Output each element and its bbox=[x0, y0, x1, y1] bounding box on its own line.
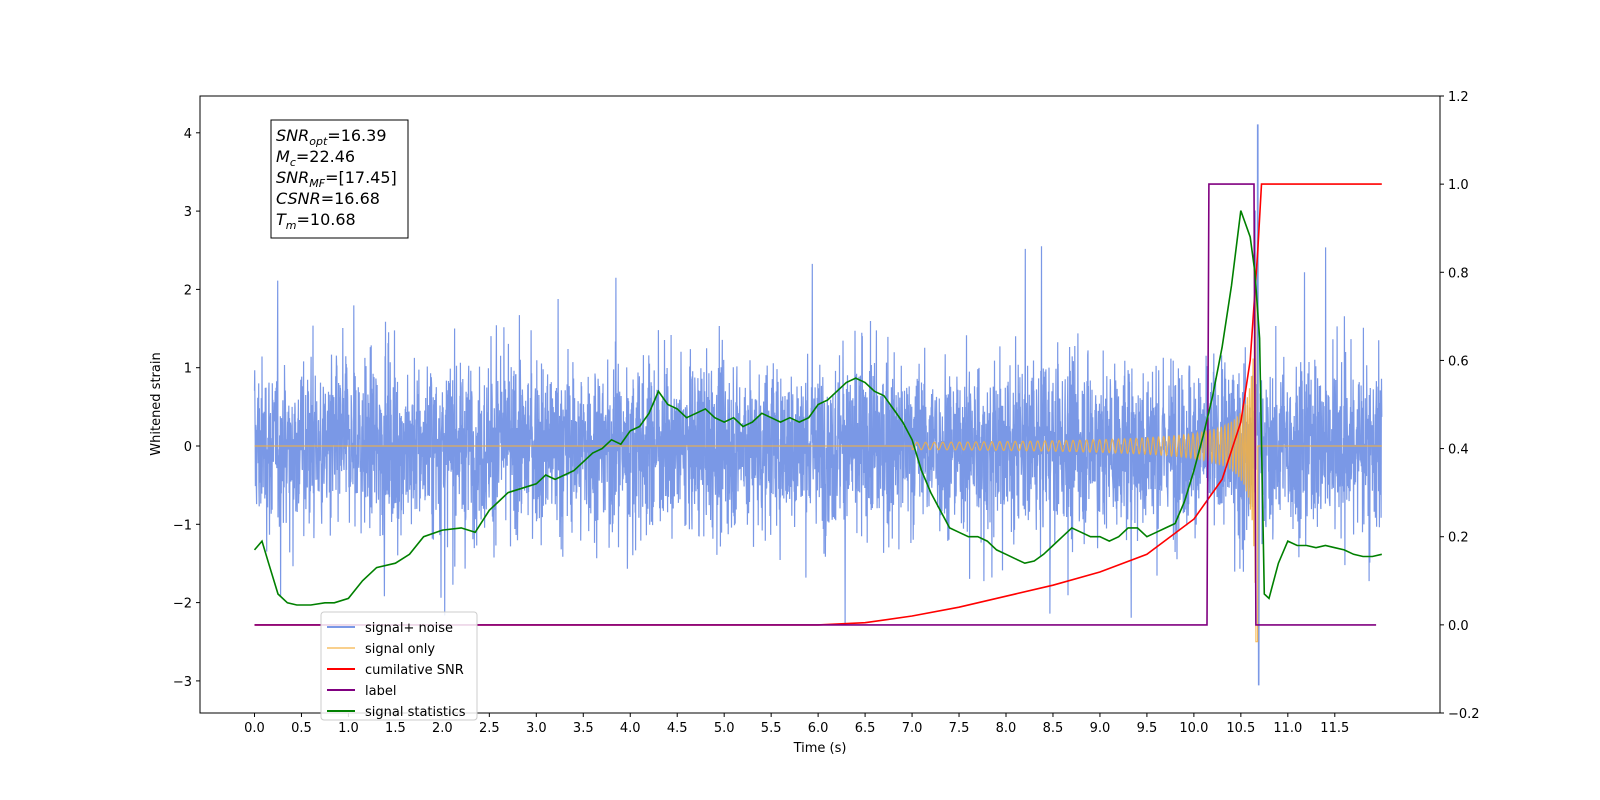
legend: signal+ noise signal only cumilative SNR la… bbox=[320, 611, 478, 721]
parameter-annotation-box: SNRopt=16.39Mc=22.46SNRMF=[17.45]CSNR=16… bbox=[270, 119, 409, 239]
x-axis: 0.0 0.5 1.0 1.5 2.0 2.5 3.0 3.5 4.0 4.5 5.0 5.5 6.0 6… bbox=[244, 713, 1349, 736]
series-label bbox=[254, 183, 1377, 626]
y-tick-label: −2 bbox=[173, 597, 192, 612]
y-axis-left: −3 −2 −1 0 1 2 3 4 bbox=[173, 127, 200, 690]
legend-label: cumilative SNR bbox=[365, 663, 464, 678]
x-tick-label: 4.0 bbox=[620, 721, 641, 736]
legend-label: signal statistics bbox=[365, 705, 466, 720]
y-tick-label: 4 bbox=[184, 127, 192, 142]
x-tick-label: 11.5 bbox=[1320, 721, 1349, 736]
annotation-line: SNRopt=16.39 bbox=[276, 126, 387, 148]
series-signal-statistics bbox=[253, 210, 1382, 606]
x-tick-label: 5.0 bbox=[714, 721, 735, 736]
legend-label: signal only bbox=[365, 642, 435, 657]
legend-label: signal+ noise bbox=[365, 621, 453, 636]
x-tick-label: 3.0 bbox=[526, 721, 547, 736]
y2-tick-label: 0.8 bbox=[1448, 266, 1469, 281]
annotation-line: SNRMF=[17.45] bbox=[276, 168, 397, 190]
x-tick-label: 6.5 bbox=[855, 721, 876, 736]
annotation-line: Tm=10.68 bbox=[276, 210, 356, 232]
plot-frame bbox=[199, 95, 1441, 714]
x-tick-label: 10.5 bbox=[1226, 721, 1255, 736]
x-tick-label: 10.0 bbox=[1179, 721, 1208, 736]
legend-frame bbox=[320, 611, 478, 721]
y2-tick-label: −0.2 bbox=[1448, 707, 1480, 722]
x-tick-label: 1.5 bbox=[385, 721, 406, 736]
x-tick-label: 6.0 bbox=[808, 721, 829, 736]
y2-tick-label: 0.2 bbox=[1448, 531, 1469, 546]
x-tick-label: 11.0 bbox=[1273, 721, 1302, 736]
x-tick-label: 8.5 bbox=[1043, 721, 1064, 736]
y2-tick-label: 1.0 bbox=[1448, 178, 1469, 193]
y-axis-right: −0.2 0.0 0.2 0.4 0.6 0.8 1.0 1.2 bbox=[1440, 90, 1480, 722]
y-tick-label: −1 bbox=[173, 518, 192, 533]
annotation-line: Mc=22.46 bbox=[276, 147, 355, 169]
y-tick-label: 2 bbox=[184, 283, 192, 298]
x-tick-label: 3.5 bbox=[573, 721, 594, 736]
y-tick-label: 3 bbox=[184, 205, 192, 220]
x-tick-label: 0.0 bbox=[244, 721, 265, 736]
x-tick-label: 9.0 bbox=[1090, 721, 1111, 736]
y2-tick-label: 0.4 bbox=[1448, 443, 1469, 458]
x-tick-label: 5.5 bbox=[761, 721, 782, 736]
x-tick-label: 2.5 bbox=[479, 721, 500, 736]
x-tick-label: 9.5 bbox=[1137, 721, 1158, 736]
y2-tick-label: 0.6 bbox=[1448, 354, 1469, 369]
legend-label: label bbox=[365, 684, 396, 699]
series-layer bbox=[253, 124, 1383, 686]
y2-tick-label: 0.0 bbox=[1448, 619, 1469, 634]
series-cumilative-snr bbox=[254, 183, 1382, 626]
annotation-frame bbox=[270, 119, 409, 239]
x-axis-label: Time (s) bbox=[793, 741, 847, 756]
x-tick-label: 8.0 bbox=[996, 721, 1017, 736]
x-tick-label: 4.5 bbox=[667, 721, 688, 736]
y-axis-label: Whitened strain bbox=[149, 352, 164, 455]
series-signal-noise bbox=[253, 124, 1383, 686]
y-tick-label: −3 bbox=[173, 675, 192, 690]
x-tick-label: 7.5 bbox=[949, 721, 970, 736]
x-tick-label: 7.0 bbox=[902, 721, 923, 736]
series-signal-only bbox=[254, 286, 1382, 643]
y-tick-label: 0 bbox=[184, 440, 192, 455]
annotation-line: CSNR=16.68 bbox=[276, 189, 380, 208]
y-tick-label: 1 bbox=[184, 362, 192, 377]
y2-tick-label: 1.2 bbox=[1448, 90, 1469, 105]
x-tick-label: 1.0 bbox=[338, 721, 359, 736]
x-tick-label: 0.5 bbox=[291, 721, 312, 736]
x-tick-label: 2.0 bbox=[432, 721, 453, 736]
